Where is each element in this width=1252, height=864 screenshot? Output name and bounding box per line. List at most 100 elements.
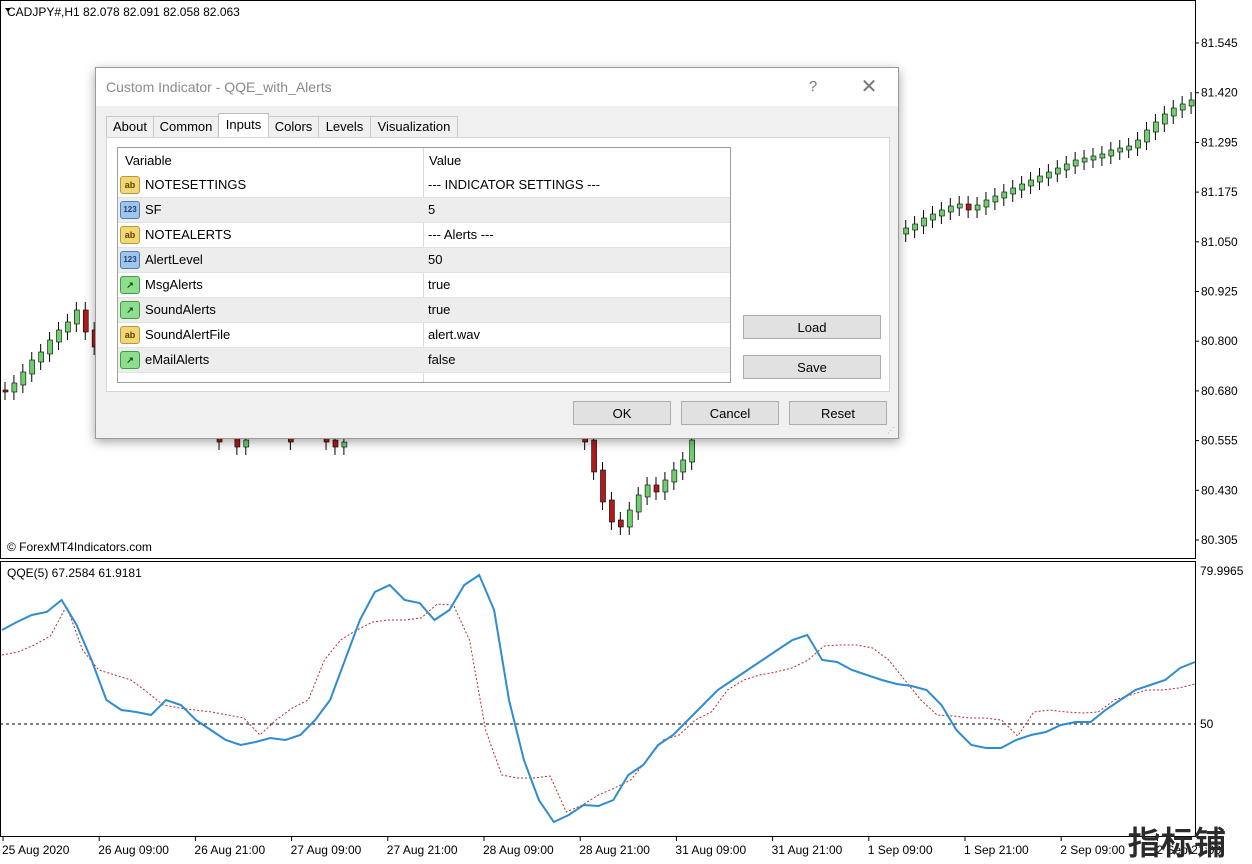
string-param-icon: ab [120, 226, 140, 244]
load-button[interactable]: Load [743, 315, 881, 339]
candle-body [1019, 183, 1025, 191]
candle-body [1046, 171, 1052, 179]
table-row[interactable]: ↗ eMailAlerts false [118, 348, 730, 373]
candle-body [1144, 129, 1150, 143]
candle-body [1090, 155, 1097, 161]
candle-body [1135, 139, 1141, 149]
resize-grip-icon[interactable]: ⋰ [887, 426, 895, 435]
candle-body [1153, 121, 1159, 133]
param-value[interactable]: true [428, 302, 451, 317]
candle-body [626, 509, 633, 528]
candle-body [1188, 99, 1195, 107]
tab-about[interactable]: About [106, 116, 154, 137]
table-header: Variable Value [118, 148, 730, 173]
table-row[interactable]: ↗ SoundAlerts true [118, 298, 730, 323]
param-value[interactable]: --- Alerts --- [428, 227, 494, 242]
tab-inputs[interactable]: Inputs [218, 113, 269, 138]
candle-body [332, 439, 339, 448]
table-row[interactable]: ab NOTESETTINGS --- INDICATOR SETTINGS -… [118, 173, 730, 198]
price-label: 80.305 [1201, 533, 1238, 547]
table-row[interactable]: ab NOTEALERTS --- Alerts --- [118, 223, 730, 248]
close-icon[interactable]: ✕ [860, 76, 878, 98]
candle-body [671, 469, 678, 483]
time-label: 2 Sep 21:00 [1156, 843, 1221, 857]
param-value[interactable]: 5 [428, 202, 436, 217]
ok-button[interactable]: OK [573, 401, 671, 425]
time-label: 31 Aug 21:00 [772, 843, 843, 857]
param-name: NOTEALERTS [145, 227, 232, 242]
candle-body [29, 359, 36, 375]
price-label: 80.430 [1201, 483, 1238, 497]
param-value[interactable]: alert.wav [428, 327, 481, 342]
dialog-titlebar[interactable]: Custom Indicator - QQE_with_Alerts ? ✕ [96, 68, 898, 106]
candle-body [992, 195, 999, 203]
price-label: 81.295 [1201, 135, 1238, 149]
param-value[interactable]: --- INDICATOR SETTINGS --- [428, 177, 601, 192]
column-value: Value [429, 153, 462, 168]
price-axis: 81.545 81.420 81.295 81.175 81.050 80.925 80.8… [1195, 36, 1238, 547]
price-label: 81.420 [1201, 86, 1238, 100]
candle-body [983, 199, 990, 208]
table-row[interactable]: ab SoundAlertFile alert.wav [118, 323, 730, 348]
qqe-main-line [1, 573, 1196, 824]
custom-indicator-dialog: Custom Indicator - QQE_with_Alerts ? ✕ A… [95, 67, 899, 439]
indicator-max-label: 79.9965 [1200, 564, 1244, 578]
table-row[interactable]: 123 SF 5 [118, 198, 730, 223]
candle-body [38, 351, 44, 363]
candle-body [56, 329, 62, 343]
candles-group [2, 92, 1195, 535]
candle-body [591, 439, 597, 473]
save-button[interactable]: Save [743, 355, 881, 379]
tab-levels[interactable]: Levels [318, 116, 371, 137]
price-label: 81.545 [1201, 36, 1238, 50]
candle-body [939, 209, 945, 217]
string-param-icon: ab [120, 176, 140, 194]
indicator-level-label: 50 [1200, 717, 1214, 731]
candle-body [1099, 153, 1106, 159]
time-label: 26 Aug 21:00 [194, 843, 265, 857]
param-name: MsgAlerts [145, 277, 203, 292]
number-param-icon: 123 [120, 251, 140, 269]
param-value[interactable]: false [428, 352, 456, 367]
param-name: NOTESETTINGS [145, 177, 247, 192]
tab-common[interactable]: Common [153, 116, 219, 137]
time-label: 27 Aug 21:00 [387, 843, 458, 857]
inputs-table: Variable Value ab NOTESETTINGS --- INDIC… [117, 147, 731, 383]
candle-body [956, 203, 963, 209]
param-value[interactable]: true [428, 277, 451, 292]
candle-body [680, 459, 687, 473]
indicator-frame [0, 561, 1196, 837]
table-row[interactable]: ↗ MsgAlerts true [118, 273, 730, 298]
candle-body [1117, 147, 1124, 153]
price-label: 80.800 [1201, 334, 1238, 348]
chart-menu-arrow-icon[interactable] [5, 8, 11, 12]
column-variable: Variable [125, 153, 172, 168]
candle-body [1063, 163, 1070, 171]
time-label: 25 Aug 2020 [2, 843, 70, 857]
candle-body [609, 499, 615, 523]
chart-header-text: CADJPY#,H1 82.078 82.091 82.058 82.063 [7, 5, 240, 19]
param-name: SoundAlerts [145, 302, 216, 317]
param-value[interactable]: 50 [428, 252, 443, 267]
candle-body [947, 205, 954, 213]
candle-body [1028, 179, 1034, 187]
time-label: 2 Sep 09:00 [1060, 843, 1125, 857]
cancel-button[interactable]: Cancel [681, 401, 779, 425]
tab-colors[interactable]: Colors [268, 116, 319, 137]
time-label: 27 Aug 09:00 [291, 843, 362, 857]
candle-body [65, 321, 71, 333]
candle-body [653, 484, 660, 493]
price-label: 80.680 [1201, 384, 1238, 398]
candle-body [243, 439, 250, 448]
table-row[interactable]: 123 AlertLevel 50 [118, 248, 730, 273]
inputs-panel: Variable Value ab NOTESETTINGS --- INDIC… [106, 137, 890, 392]
reset-button[interactable]: Reset [789, 401, 887, 425]
site-watermark: 指标铺 [1128, 824, 1228, 862]
tab-visualization[interactable]: Visualization [370, 116, 458, 137]
time-axis: 25 Aug 2020 26 Aug 09:00 26 Aug 21:00 27 Au… [2, 837, 1221, 857]
candle-body [600, 469, 606, 503]
help-icon[interactable]: ? [808, 78, 818, 95]
candle-body [644, 484, 651, 498]
candle-body [662, 479, 669, 493]
candle-body [1055, 167, 1061, 175]
